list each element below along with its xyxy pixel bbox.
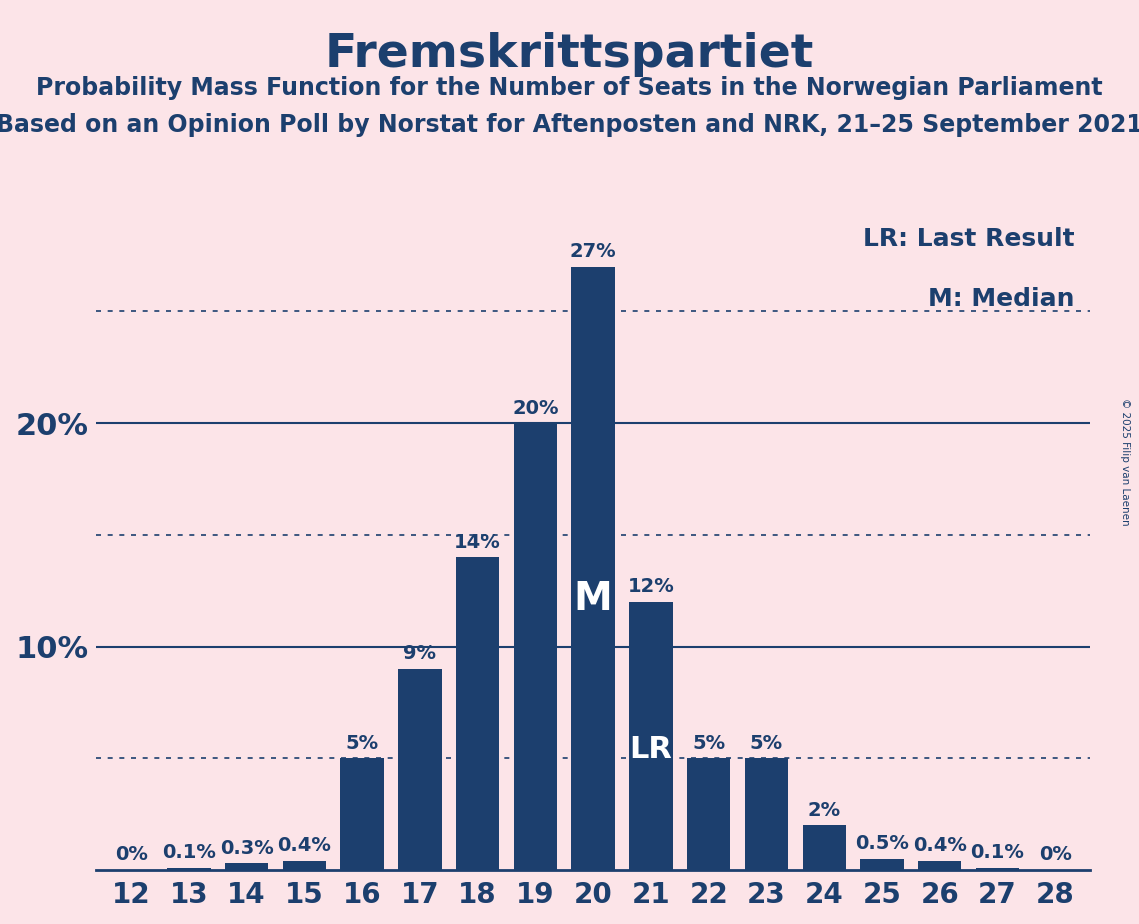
Bar <box>226 863 269 869</box>
Bar <box>456 557 499 869</box>
Text: LR: Last Result: LR: Last Result <box>863 226 1075 250</box>
Bar <box>629 602 672 869</box>
Text: 12%: 12% <box>628 578 674 596</box>
Text: Based on an Opinion Poll by Norstat for Aftenposten and NRK, 21–25 September 202: Based on an Opinion Poll by Norstat for … <box>0 113 1139 137</box>
Text: LR: LR <box>630 735 672 764</box>
Text: © 2025 Filip van Laenen: © 2025 Filip van Laenen <box>1121 398 1130 526</box>
Text: 0.4%: 0.4% <box>278 836 331 856</box>
Text: 0.4%: 0.4% <box>912 836 967 856</box>
Bar <box>687 759 730 869</box>
Text: M: M <box>574 579 613 617</box>
Text: 0.5%: 0.5% <box>855 834 909 853</box>
Text: 14%: 14% <box>454 532 501 552</box>
Text: 9%: 9% <box>403 644 436 663</box>
Text: 20%: 20% <box>513 398 558 418</box>
Bar <box>341 759 384 869</box>
Text: M: Median: M: Median <box>928 287 1075 310</box>
Text: 0.3%: 0.3% <box>220 839 273 857</box>
Bar <box>976 868 1019 869</box>
Text: 0.1%: 0.1% <box>970 843 1024 862</box>
Text: Fremskrittspartiet: Fremskrittspartiet <box>325 32 814 78</box>
Text: 2%: 2% <box>808 800 841 820</box>
Text: Probability Mass Function for the Number of Seats in the Norwegian Parliament: Probability Mass Function for the Number… <box>36 76 1103 100</box>
Text: 0%: 0% <box>1039 845 1072 864</box>
Bar <box>803 825 846 869</box>
Text: 0.1%: 0.1% <box>162 843 215 862</box>
Text: 0%: 0% <box>115 845 148 864</box>
Bar <box>514 423 557 869</box>
Text: 5%: 5% <box>693 734 726 753</box>
Bar <box>572 267 615 869</box>
Bar <box>399 669 442 869</box>
Bar <box>918 861 961 869</box>
Bar <box>167 868 211 869</box>
Bar <box>282 861 326 869</box>
Text: 5%: 5% <box>345 734 378 753</box>
Bar <box>860 858 903 869</box>
Bar <box>745 759 788 869</box>
Text: 5%: 5% <box>749 734 782 753</box>
Text: 27%: 27% <box>570 242 616 261</box>
